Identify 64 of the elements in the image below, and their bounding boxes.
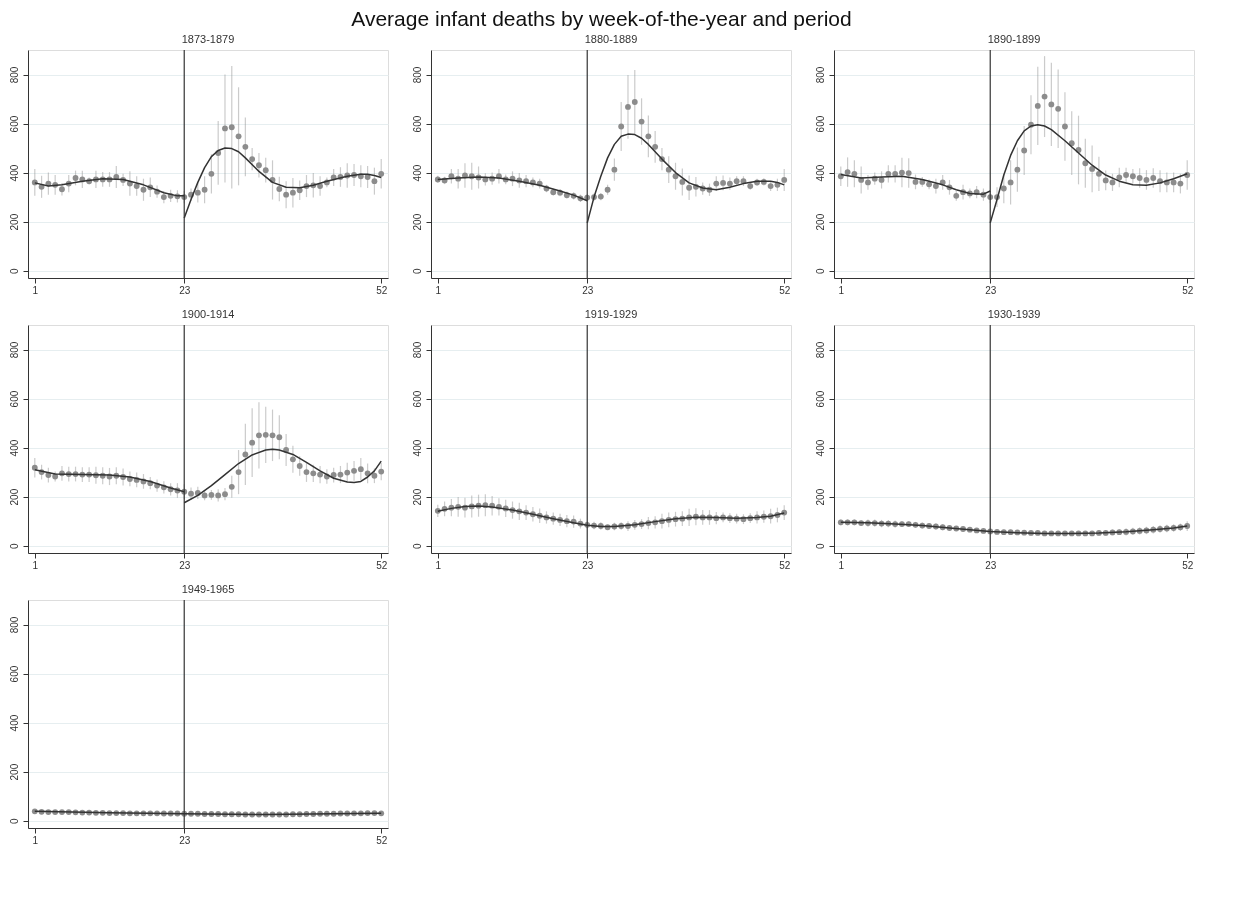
y-tick-label: 200	[411, 213, 423, 231]
y-tick-label: 800	[8, 66, 20, 84]
y-tick-label: 400	[8, 164, 20, 182]
y-tick-label: 400	[411, 164, 423, 182]
y-tick-label: 800	[411, 341, 423, 359]
y-tick-label: 0	[411, 542, 423, 549]
x-tick-label: 52	[376, 284, 388, 296]
x-tick-label: 1	[838, 559, 845, 571]
y-tick-label: 0	[8, 542, 20, 549]
x-tick-label: 1	[435, 284, 442, 296]
chart-title: 1930-1939	[987, 308, 1041, 321]
y-tick-label: 200	[814, 488, 826, 506]
y-tick-label: 800	[814, 341, 826, 359]
y-tick-label: 400	[814, 164, 826, 182]
chart-title: 1949-1965	[181, 583, 235, 596]
chart-title: 1873-1879	[181, 33, 235, 46]
chart-title: 1890-1899	[987, 33, 1041, 46]
y-tick-label: 600	[8, 665, 20, 683]
chart-title: 1919-1929	[584, 308, 638, 321]
y-tick-label: 400	[8, 714, 20, 732]
y-tick-label: 600	[411, 115, 423, 133]
y-tick-label: 200	[814, 213, 826, 231]
y-tick-label: 600	[8, 390, 20, 408]
y-tick-label: 600	[411, 390, 423, 408]
y-tick-label: 0	[411, 267, 423, 274]
x-tick-label: 23	[582, 559, 594, 571]
y-tick-label: 200	[8, 488, 20, 506]
x-tick-label: 23	[985, 284, 997, 296]
x-tick-label: 52	[376, 834, 388, 846]
y-tick-label: 800	[814, 66, 826, 84]
x-tick-label: 23	[179, 284, 191, 296]
y-tick-label: 400	[411, 439, 423, 457]
x-tick-label: 23	[179, 559, 191, 571]
y-tick-label: 600	[814, 390, 826, 408]
x-tick-label: 1	[32, 284, 39, 296]
y-tick-label: 600	[8, 115, 20, 133]
chart-title: 1900-1914	[181, 308, 235, 321]
x-tick-label: 52	[376, 559, 388, 571]
x-tick-label: 52	[1182, 284, 1194, 296]
y-tick-label: 0	[8, 817, 20, 824]
y-tick-label: 200	[411, 488, 423, 506]
y-tick-label: 600	[814, 115, 826, 133]
y-tick-label: 0	[8, 267, 20, 274]
x-tick-label: 1	[32, 834, 39, 846]
chart-title: 1880-1889	[584, 33, 638, 46]
y-tick-label: 800	[8, 341, 20, 359]
y-tick-label: 800	[8, 616, 20, 634]
x-tick-label: 23	[179, 834, 191, 846]
x-tick-label: 52	[1182, 559, 1194, 571]
x-tick-label: 1	[435, 559, 442, 571]
x-tick-label: 1	[838, 284, 845, 296]
y-tick-label: 400	[814, 439, 826, 457]
x-tick-label: 23	[582, 284, 594, 296]
y-tick-label: 400	[8, 439, 20, 457]
x-tick-label: 1	[32, 559, 39, 571]
y-tick-label: 200	[8, 763, 20, 781]
x-tick-label: 52	[779, 559, 791, 571]
y-tick-label: 0	[814, 542, 826, 549]
text: Average infant deaths by week-of-the-year and period	[351, 6, 852, 30]
x-tick-label: 52	[779, 284, 791, 296]
y-tick-label: 0	[814, 267, 826, 274]
y-tick-label: 800	[411, 66, 423, 84]
x-tick-label: 23	[985, 559, 997, 571]
y-tick-label: 200	[8, 213, 20, 231]
